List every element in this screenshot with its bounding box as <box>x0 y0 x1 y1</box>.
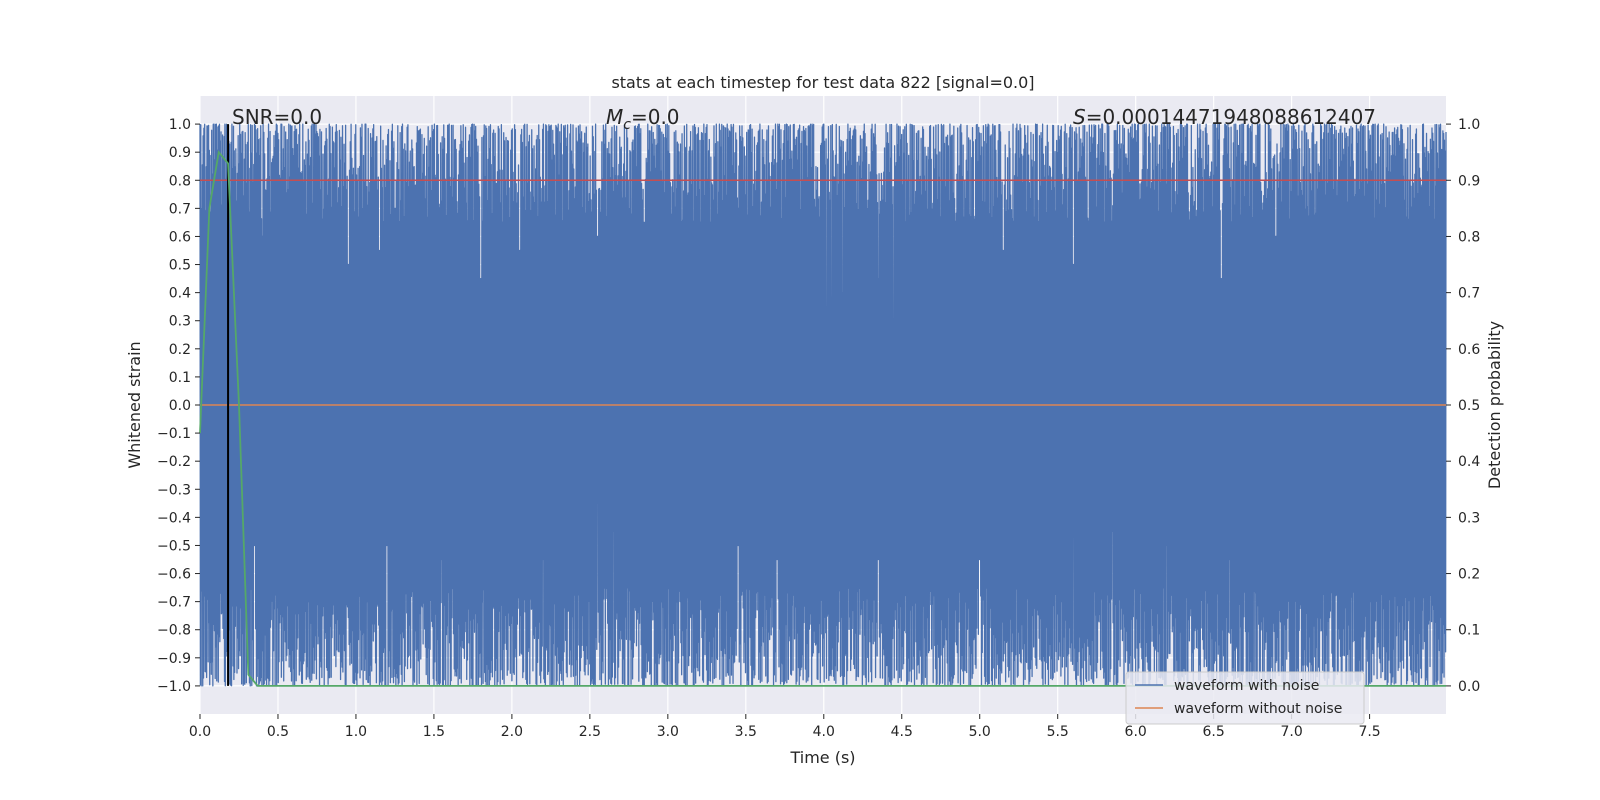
overlays <box>199 124 1446 687</box>
chirp-mass-annotation: Mc=0.0 <box>606 105 680 133</box>
y-tick-label-left: 0.2 <box>169 342 191 358</box>
chirp-mass-value: =0.0 <box>631 105 680 129</box>
y-tick-label-right: 0.0 <box>1458 679 1480 695</box>
y-tick-label-left: 0.4 <box>169 286 191 302</box>
y-tick-label-left: 0.7 <box>169 201 191 217</box>
s-value: =0.00014471948088612407 <box>1086 105 1376 129</box>
series-waveform-with-noise <box>199 123 1447 687</box>
legend-label-clean: waveform without noise <box>1174 701 1342 717</box>
chirp-mass-symbol: M <box>606 105 623 129</box>
x-tick-label: 5.0 <box>969 724 991 740</box>
y-tick-label-left: 0.5 <box>169 258 191 274</box>
y-tick-label-right: 0.2 <box>1458 567 1480 583</box>
x-tick-label: 3.0 <box>657 724 679 740</box>
legend-label-noise: waveform with noise <box>1174 678 1319 694</box>
y-tick-label-left: −0.4 <box>157 510 191 526</box>
noise-trace <box>199 123 1447 687</box>
y-tick-label-left: −0.2 <box>157 454 191 470</box>
y-tick-label-left: −0.5 <box>157 538 191 554</box>
y-tick-label-left: −0.6 <box>157 567 191 583</box>
y-tick-label-left: 0.8 <box>169 173 191 189</box>
y-tick-label-left: 0.9 <box>169 145 191 161</box>
x-tick-label: 0.5 <box>267 724 289 740</box>
y-tick-label-right: 0.3 <box>1458 510 1480 526</box>
snr-annotation: SNR=0.0 <box>232 105 322 129</box>
y-tick-label-left: 1.0 <box>169 117 191 133</box>
legend-box <box>1125 671 1365 725</box>
y-tick-label-left: 0.3 <box>169 314 191 330</box>
x-tick-label: 1.5 <box>423 724 445 740</box>
x-tick-label: 6.5 <box>1203 724 1225 740</box>
y-tick-label-left: −0.3 <box>157 482 191 498</box>
axes: 0.0 0.5 1.0 1.5 2.0 2.5 3.0 3.5 4.0 4.5 5.0 5.5 6.0 6… <box>157 117 1480 740</box>
y-tick-label-right: 0.1 <box>1458 623 1480 639</box>
y-axis-label-left: Whitened strain <box>125 341 144 468</box>
y-tick-label-right: 0.6 <box>1458 342 1480 358</box>
x-tick-label: 5.5 <box>1047 724 1069 740</box>
y-axis-label-right: Detection probability <box>1485 321 1504 489</box>
s-annotation: S=0.00014471948088612407 <box>1073 105 1376 129</box>
y-tick-label-left: 0.0 <box>169 398 191 414</box>
y-tick-label-right: 0.8 <box>1458 229 1480 245</box>
x-tick-label: 1.0 <box>345 724 367 740</box>
y-tick-label-right: 1.0 <box>1458 117 1480 133</box>
x-tick-label: 4.5 <box>891 724 913 740</box>
y-tick-label-left: −1.0 <box>157 679 191 695</box>
y-tick-label-right: 0.4 <box>1458 454 1480 470</box>
y-tick-label-right: 0.9 <box>1458 173 1480 189</box>
x-tick-label: 6.0 <box>1125 724 1147 740</box>
x-axis-label: Time (s) <box>789 748 855 767</box>
x-tick-label: 7.5 <box>1358 724 1380 740</box>
y-tick-label-right: 0.5 <box>1458 398 1480 414</box>
y-tick-label-left: −0.8 <box>157 623 191 639</box>
s-symbol: S <box>1073 105 1086 129</box>
series-detection-probability <box>199 150 1446 687</box>
y-tick-label-left: −0.7 <box>157 595 191 611</box>
y-tick-label-left: −0.1 <box>157 426 191 442</box>
chirp-mass-subscript: c <box>623 117 631 133</box>
x-tick-label: 2.5 <box>579 724 601 740</box>
x-tick-label: 7.0 <box>1280 724 1302 740</box>
x-tick-label: 3.5 <box>735 724 757 740</box>
y-tick-label-left: 0.1 <box>169 370 191 386</box>
y-tick-label-right: 0.7 <box>1458 286 1480 302</box>
x-tick-label: 2.0 <box>501 724 523 740</box>
chart-title: stats at each timestep for test data 822… <box>611 73 1034 92</box>
x-tick-label: 4.0 <box>813 724 835 740</box>
y-tick-label-left: 0.6 <box>169 229 191 245</box>
y-tick-label-left: −0.9 <box>157 651 191 667</box>
x-tick-label: 0.0 <box>189 724 211 740</box>
legend[interactable]: waveform with noise waveform without noi… <box>1125 671 1365 725</box>
